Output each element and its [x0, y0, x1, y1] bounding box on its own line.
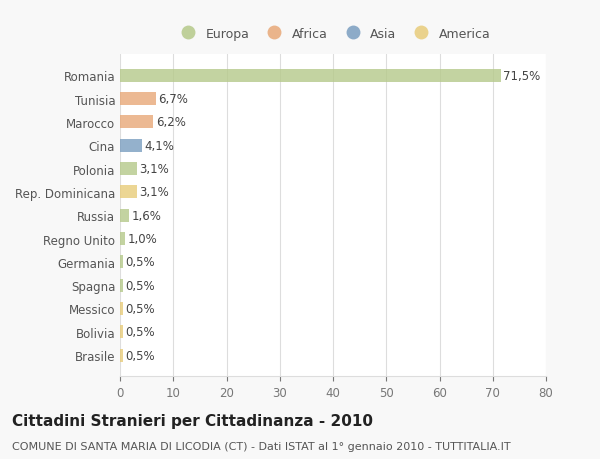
Text: 4,1%: 4,1% — [145, 140, 175, 152]
Text: 1,6%: 1,6% — [131, 209, 161, 222]
Bar — [120, 233, 125, 246]
Text: 0,5%: 0,5% — [125, 325, 155, 339]
Text: 0,5%: 0,5% — [125, 256, 155, 269]
Legend: Europa, Africa, Asia, America: Europa, Africa, Asia, America — [170, 23, 496, 46]
Bar — [120, 70, 501, 83]
Bar — [120, 209, 128, 222]
Bar — [120, 140, 142, 152]
Bar — [120, 326, 122, 338]
Bar — [120, 93, 155, 106]
Text: COMUNE DI SANTA MARIA DI LICODIA (CT) - Dati ISTAT al 1° gennaio 2010 - TUTTITAL: COMUNE DI SANTA MARIA DI LICODIA (CT) - … — [12, 441, 511, 451]
Text: 6,2%: 6,2% — [155, 116, 185, 129]
Text: 6,7%: 6,7% — [158, 93, 188, 106]
Bar — [120, 302, 122, 315]
Bar — [120, 116, 153, 129]
Text: 1,0%: 1,0% — [128, 233, 158, 246]
Text: 3,1%: 3,1% — [139, 162, 169, 176]
Text: 0,5%: 0,5% — [125, 349, 155, 362]
Text: 0,5%: 0,5% — [125, 302, 155, 315]
Text: 71,5%: 71,5% — [503, 70, 541, 83]
Text: 3,1%: 3,1% — [139, 186, 169, 199]
Bar — [120, 163, 137, 176]
Bar — [120, 349, 122, 362]
Text: Cittadini Stranieri per Cittadinanza - 2010: Cittadini Stranieri per Cittadinanza - 2… — [12, 413, 373, 428]
Text: 0,5%: 0,5% — [125, 279, 155, 292]
Bar — [120, 256, 122, 269]
Bar — [120, 279, 122, 292]
Bar — [120, 186, 137, 199]
